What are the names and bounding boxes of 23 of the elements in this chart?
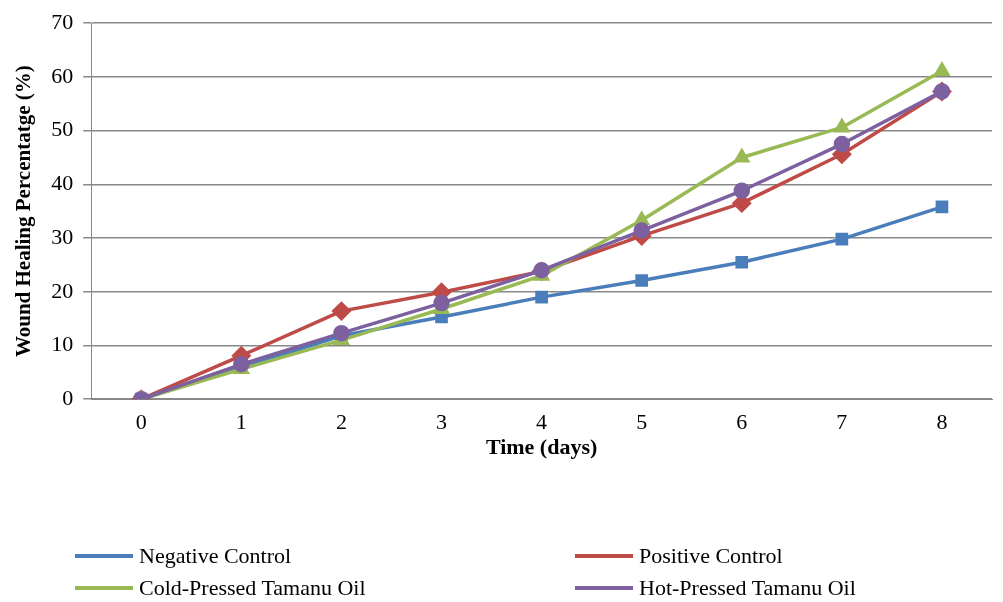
y-tick-label: 60 <box>51 62 74 88</box>
x-tick-label: 5 <box>636 409 648 435</box>
y-tick-label: 20 <box>51 277 74 303</box>
legend-label: Cold-Pressed Tamanu Oil <box>139 575 366 601</box>
y-tick-label: 40 <box>51 170 74 196</box>
x-axis-title: Time (days) <box>485 434 598 460</box>
legend-label: Negative Control <box>139 543 292 569</box>
x-tick-label: 8 <box>936 409 948 435</box>
y-tick-label: 70 <box>51 8 74 34</box>
x-tick-label: 3 <box>436 409 448 435</box>
legend-label: Positive Control <box>639 543 783 569</box>
x-tick-label: 0 <box>135 409 147 435</box>
y-tick-label: 30 <box>51 223 74 249</box>
y-tick-label: 10 <box>51 331 74 357</box>
y-tick-label: 0 <box>62 384 74 410</box>
y-tick-label: 50 <box>51 116 74 142</box>
x-tick-label: 4 <box>536 409 548 435</box>
legend-label: Hot-Pressed Tamanu Oil <box>639 575 856 601</box>
x-tick-label: 1 <box>235 409 247 435</box>
x-tick-label: 7 <box>836 409 848 435</box>
y-axis-title: Wound Healing Percentatge (%) <box>11 65 36 358</box>
x-tick-label: 6 <box>736 409 748 435</box>
x-tick-label: 2 <box>335 409 347 435</box>
